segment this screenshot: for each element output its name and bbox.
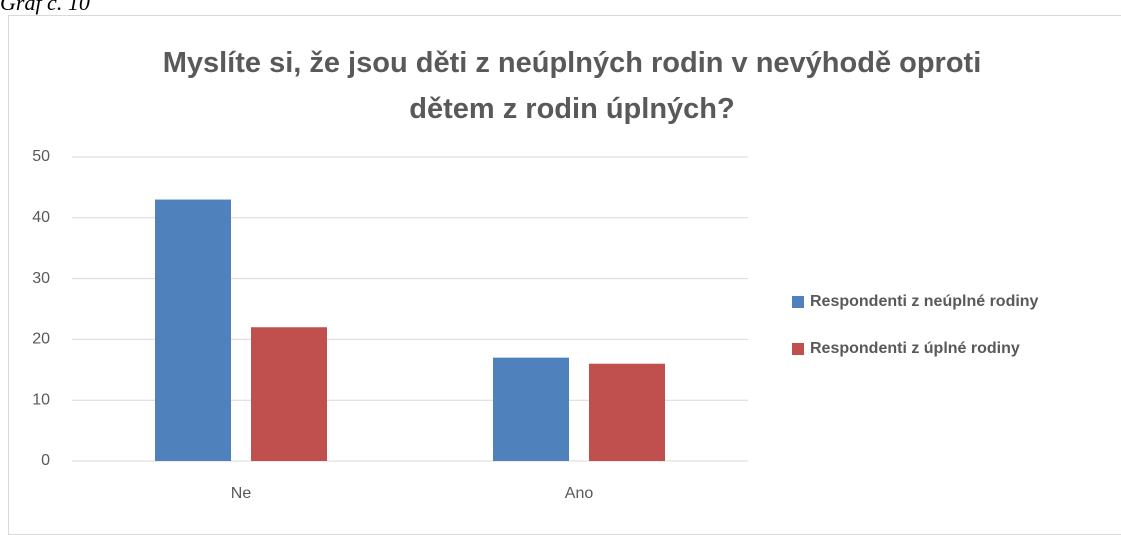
caption: Graf č. 10 [0,0,90,15]
legend-label: Respondenti z neúplné rodiny [810,293,1039,310]
legend-label: Respondenti z úplné rodiny [810,340,1020,357]
y-tick-label: 30 [32,270,50,287]
chart: 0 10 20 30 40 50 Ne Ano Respondenti z neúplné ro… [32,148,1039,502]
legend-swatch [792,343,804,355]
x-tick-label: Ano [565,485,594,502]
y-tick-label: 50 [32,148,50,165]
y-tick-label: 0 [41,452,50,469]
bar [493,357,569,461]
y-tick-label: 10 [32,391,50,408]
x-tick-label: Ne [231,485,252,502]
bar [589,363,665,461]
bar [155,199,231,461]
bar [251,327,327,461]
y-tick-label: 40 [32,209,50,226]
y-tick-label: 20 [32,331,50,348]
legend-swatch [792,296,804,308]
chart-title: Myslíte si, že jsou děti z neúplných rod… [162,47,982,125]
